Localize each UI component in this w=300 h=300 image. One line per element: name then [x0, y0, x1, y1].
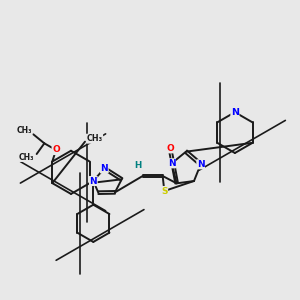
Text: CH₃: CH₃ [19, 152, 34, 161]
Text: H: H [135, 161, 142, 170]
Text: CH₃: CH₃ [86, 134, 103, 143]
Text: CH₃: CH₃ [16, 126, 32, 135]
Text: N: N [89, 176, 97, 185]
Text: O: O [52, 146, 60, 154]
Text: O: O [166, 144, 174, 153]
Text: N: N [100, 164, 108, 173]
Text: N: N [231, 108, 239, 117]
Text: N: N [168, 159, 176, 168]
Text: S: S [161, 187, 168, 196]
Text: N: N [197, 160, 205, 169]
